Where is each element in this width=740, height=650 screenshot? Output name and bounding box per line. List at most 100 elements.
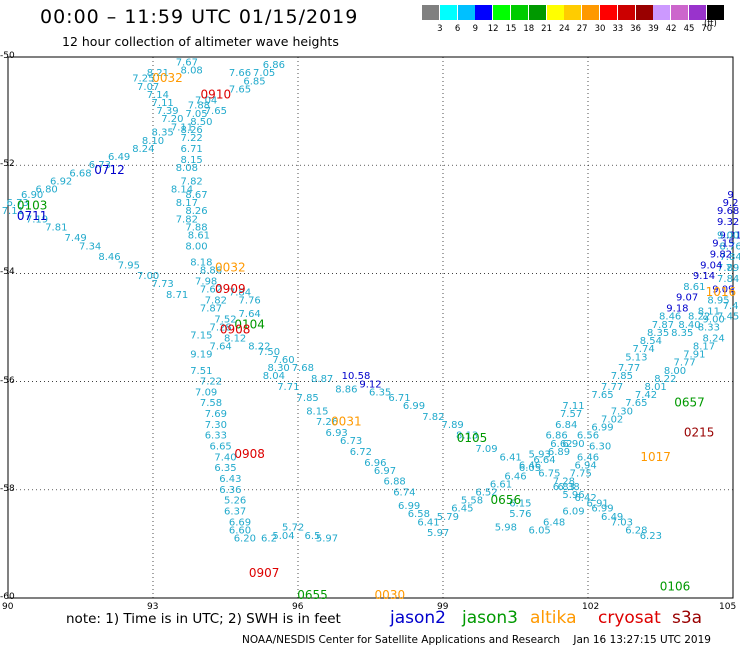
swh-label: 8.24 [132,144,154,155]
color-swatch [706,5,724,20]
pass-time-label: 0656 [491,493,522,507]
color-swatch [528,5,546,20]
swh-label: 8.04 [263,371,285,382]
swh-label: 7.89 [717,263,739,274]
swh-label: 8.86 [335,385,357,396]
swh-label: 6.99 [591,504,613,515]
color-scale-tick: 24 [558,24,570,34]
swh-label: 7.34 [79,241,101,252]
swh-label: 7.82 [176,214,198,225]
swh-label: 9.04 [700,260,722,271]
swh-label: 6.62 [550,439,572,450]
swh-label: 7.88 [188,101,210,112]
swh-label: 7.64 [239,309,261,320]
swh-label: 5.13 [625,352,647,363]
lat-tick-label: -58 [0,483,15,494]
swh-label: 7.09 [475,444,497,455]
swh-label: 7.58 [200,398,222,409]
swh-label: 7.22 [181,133,203,144]
lon-tick-label: 96 [292,602,304,612]
swh-label: 7.19 [26,214,48,225]
swh-label: 7.09 [195,387,217,398]
color-swatch [457,5,475,20]
swh-label: 7.30 [205,420,227,431]
swh-label: 8.17 [176,198,198,209]
swh-label: 5.76 [509,509,531,520]
swh-label: 6.46 [519,460,541,471]
swh-label: 8.33 [698,323,720,334]
pass-time-label: 1017 [640,450,671,464]
swh-label: 7.49 [65,233,87,244]
swh-label: 8.71 [166,290,188,301]
color-swatch [582,5,600,20]
pass-time-label: 0657 [674,396,705,410]
swh-label: 7.39 [156,106,178,117]
color-scale-tick: 15 [505,24,517,34]
swh-label: 6.49 [108,152,130,163]
swh-label: 7.42 [635,390,657,401]
lon-tick-label: 93 [147,602,159,612]
swh-label: 7.65 [591,390,613,401]
swh-label: 7.65 [625,398,647,409]
swh-label: 6.65 [210,442,232,453]
swh-label: 7.77 [601,382,623,393]
swh-label: 8.26 [185,206,207,217]
swh-label: 8.18 [190,258,212,269]
swh-label: 7.89 [442,420,464,431]
swh-label: 7.4 [723,301,739,312]
swh-label: 8.35 [152,128,174,139]
swh-label: 7.02 [601,414,623,425]
color-scale-tick: 45 [683,24,695,34]
swh-label: 8.30 [268,363,290,374]
swh-label: 6.71 [181,144,203,155]
swh-label: 7.67 [176,57,198,68]
swh-label: 9.18 [666,304,688,315]
color-scale-tick: 42 [665,24,677,34]
color-scale-unit: (ft) [704,19,717,29]
lon-tick-label: 90 [2,602,14,612]
color-swatch [689,5,706,20]
legend-item-s3a: s3a [672,608,703,628]
swh-label: 7.84 [229,287,251,298]
color-swatch [546,5,564,20]
lon-tick-label: 99 [437,602,449,612]
swh-label: 8.76 [719,241,740,252]
swh-label: 7.64 [210,341,232,352]
swh-label: 8.15 [181,155,203,166]
lat-tick-label: -54 [0,267,15,278]
swh-label: 5.93 [529,450,551,461]
color-scale-tick: 39 [647,24,659,34]
swh-label: 7.00 [137,271,159,282]
swh-label: 8.08 [176,163,198,174]
swh-label: 6.30 [589,442,611,453]
map-border [7,56,734,599]
pass-time-label: 0106 [660,580,691,594]
swh-label: 5.96 [562,490,584,501]
color-swatch [439,5,457,20]
swh-label: 6.20 [234,533,256,544]
swh-label: 7.22 [200,377,222,388]
swh-label: 6.90 [21,190,43,201]
swh-label: 8.11 [698,306,720,317]
swh-label: 7.91 [683,350,705,361]
pass-time-label: 0030 [375,588,406,602]
legend-item-cryosat: cryosat [598,608,661,628]
swh-label: 9.12 [359,379,381,390]
swh-label: 7.87 [652,320,674,331]
swh-label: 6.41 [417,517,439,528]
swh-label: 8.35 [671,328,693,339]
color-scale-tick: 21 [541,24,552,34]
swh-label: 7.07 [137,82,159,93]
swh-label: 7.82 [205,295,227,306]
pass-time-label: 0908 [234,447,265,461]
swh-label: 6.38 [558,482,580,493]
swh-label: 6.05 [519,463,541,474]
pass-time-label: 0031 [331,415,362,429]
swh-label: 8.95 [707,295,729,306]
pass-time-label: 0103 [17,198,48,212]
swh-label: 7.26 [316,417,338,428]
swh-label: 9.15 [712,239,734,250]
swh-label: 5.98 [495,523,517,534]
swh-label: 7.84 [719,252,740,263]
color-swatch [422,5,439,20]
